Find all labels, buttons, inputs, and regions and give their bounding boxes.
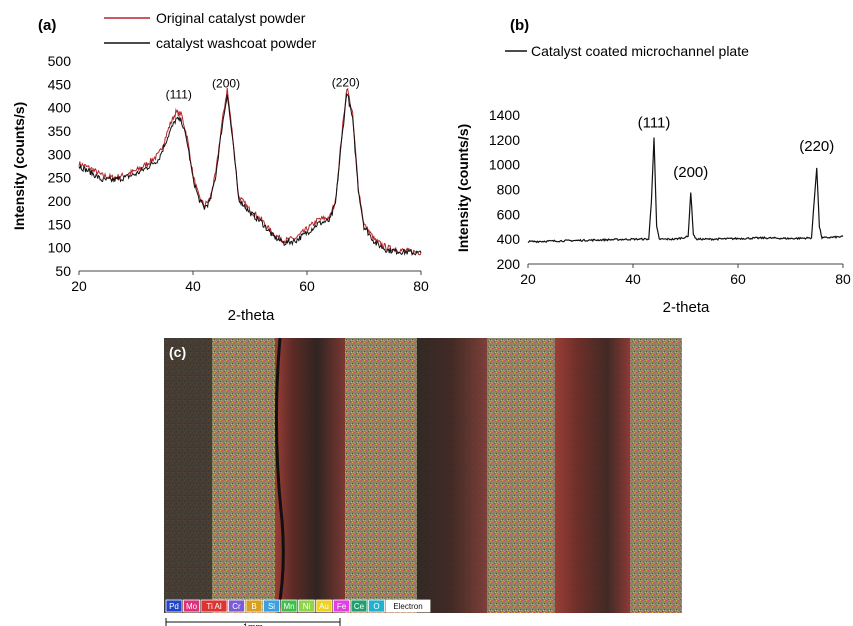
peak-label-b-2: (220) [799, 138, 834, 155]
y-tick-label-b-4: 1000 [489, 157, 520, 173]
element-swatch-2 [200, 599, 228, 613]
y-tick-label-a-9: 500 [48, 53, 72, 69]
y-tick-label-a-7: 400 [48, 100, 72, 116]
y-tick-label-b-3: 800 [497, 182, 521, 198]
y-axis-label-b: Intensity (counts/s) [455, 124, 471, 252]
element-label-4: B [251, 602, 256, 611]
element-swatch-12 [385, 599, 431, 613]
y-tick-label-b-5: 1200 [489, 132, 520, 148]
y-axis-label-a: Intensity (counts/s) [11, 102, 27, 230]
y-tick-label-a-8: 450 [48, 76, 72, 92]
element-label-12: Electron [393, 602, 422, 611]
element-label-10: Ce [354, 602, 365, 611]
y-tick-label-b-6: 1400 [489, 107, 520, 123]
y-tick-label-a-6: 350 [48, 123, 72, 139]
element-label-3: Cr [232, 602, 241, 611]
y-tick-label-b-1: 400 [497, 231, 521, 247]
element-swatch-5 [263, 599, 280, 613]
peak-label-b-1: (200) [673, 164, 708, 181]
element-swatch-11 [368, 599, 385, 613]
channel-band-2 [417, 338, 487, 613]
series-line-a-0 [78, 87, 422, 256]
element-label-8: Au [319, 602, 329, 611]
element-swatch-6 [280, 599, 298, 613]
element-label-6: Mn [283, 602, 294, 611]
x-tick-label-b-1: 40 [625, 271, 641, 287]
element-label-11: O [373, 602, 379, 611]
element-label-2: Ti Al [206, 602, 221, 611]
panel-label-c: (c) [169, 344, 186, 360]
x-tick-label-a-3: 80 [413, 278, 429, 294]
y-tick-label-a-0: 50 [55, 263, 71, 279]
channel-band-3 [555, 338, 630, 613]
element-swatch-7 [298, 599, 315, 613]
axes-b: 20 40 60 80 200 400 600 800 1000 1200 1400 [489, 107, 851, 287]
element-legend: Pd Mo Ti Al Cr B Si Mn Ni Au Fe Ce O Electron [165, 599, 431, 613]
element-label-9: Fe [337, 602, 347, 611]
legend-label-plate: Catalyst coated microchannel plate [531, 43, 749, 59]
peak-label-a-0: (111) [166, 87, 192, 101]
eds-map-panel: (c) Pd Mo Ti Al Cr B Si Mn Ni Au Fe Ce O Electron 1m… [164, 337, 682, 626]
chart-b: (b) Catalyst coated microchannel plate 2… [455, 17, 851, 316]
x-tick-label-b-3: 80 [835, 271, 851, 287]
crack-line [274, 337, 285, 614]
x-tick-label-a-1: 40 [185, 278, 201, 294]
series-line-a-1 [78, 92, 422, 256]
y-tick-label-b-0: 200 [497, 256, 521, 272]
peak-label-a-1: (200) [212, 77, 240, 91]
x-axis-label-a: 2-theta [228, 307, 275, 324]
element-label-1: Mo [186, 602, 198, 611]
peak-label-b-0: (111) [638, 114, 671, 131]
element-label-7: Ni [303, 602, 311, 611]
element-label-0: Pd [169, 602, 179, 611]
series-line-b-0 [527, 137, 844, 244]
element-swatch-8 [315, 599, 333, 613]
y-tick-label-a-3: 200 [48, 193, 72, 209]
x-tick-label-b-0: 20 [520, 271, 536, 287]
annotations-a: (111) (200) (220) [166, 76, 360, 102]
axes-a: 20 40 60 80 50 100 150 200 250 300 350 400 450 500 [48, 53, 429, 294]
element-swatch-10 [350, 599, 368, 613]
chart-a: (a) Original catalyst powder catalyst wa… [11, 10, 429, 324]
y-tick-label-a-5: 300 [48, 146, 72, 162]
element-swatch-3 [228, 599, 245, 613]
legend-label-original: Original catalyst powder [156, 10, 306, 26]
x-tick-label-a-0: 20 [71, 278, 87, 294]
dark-band-1 [164, 338, 212, 613]
annotations-b: (111) (200) (220) [638, 114, 835, 181]
scale-bar-label: 1mm [243, 622, 263, 626]
x-axis-label-b: 2-theta [663, 299, 710, 316]
peak-label-a-2: (220) [332, 76, 360, 90]
element-swatch-1 [183, 599, 200, 613]
series-group-b [527, 137, 844, 244]
y-tick-label-a-2: 150 [48, 216, 72, 232]
y-tick-label-b-2: 600 [497, 206, 521, 222]
x-tick-label-b-2: 60 [730, 271, 746, 287]
channel-band-1 [275, 338, 345, 613]
x-tick-label-a-2: 60 [299, 278, 315, 294]
y-tick-label-a-1: 100 [48, 240, 72, 256]
legend-label-washcoat: catalyst washcoat powder [156, 35, 317, 51]
element-label-5: Si [268, 602, 275, 611]
element-swatch-0 [165, 599, 183, 613]
element-swatch-4 [245, 599, 263, 613]
panel-label-a: (a) [38, 17, 56, 34]
series-group-a [78, 87, 422, 256]
y-tick-label-a-4: 250 [48, 170, 72, 186]
panel-label-b: (b) [510, 17, 529, 34]
element-swatch-9 [333, 599, 350, 613]
